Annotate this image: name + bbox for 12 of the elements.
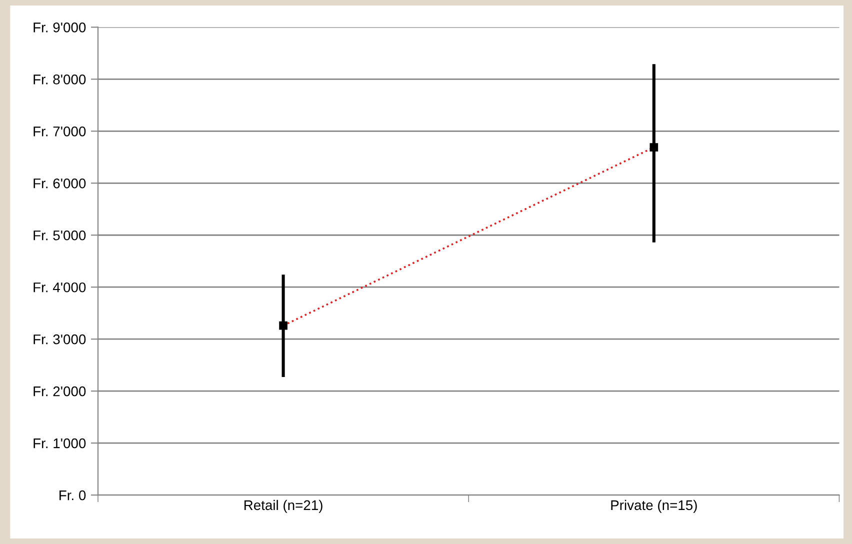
x-tick-label: Retail (n=21) (244, 500, 322, 513)
y-tick-label: Fr. 4'000 (34, 282, 86, 292)
y-tick-label: Fr. 6'000 (34, 178, 86, 188)
y-tick-label: Fr. 5'000 (34, 230, 86, 240)
y-tick-label: Fr. 7'000 (34, 126, 86, 136)
y-tick-label: Fr. 0 (60, 490, 86, 500)
y-tick-label: Fr. 2'000 (34, 386, 86, 396)
y-tick-label: Fr. 9'000 (34, 22, 86, 32)
y-tick-label: Fr. 8'000 (34, 74, 86, 84)
y-tick-label: Fr. 3'000 (34, 334, 86, 344)
y-tick-label: Fr. 1'000 (34, 438, 86, 448)
x-tick-label: Private (n=15) (611, 500, 697, 513)
